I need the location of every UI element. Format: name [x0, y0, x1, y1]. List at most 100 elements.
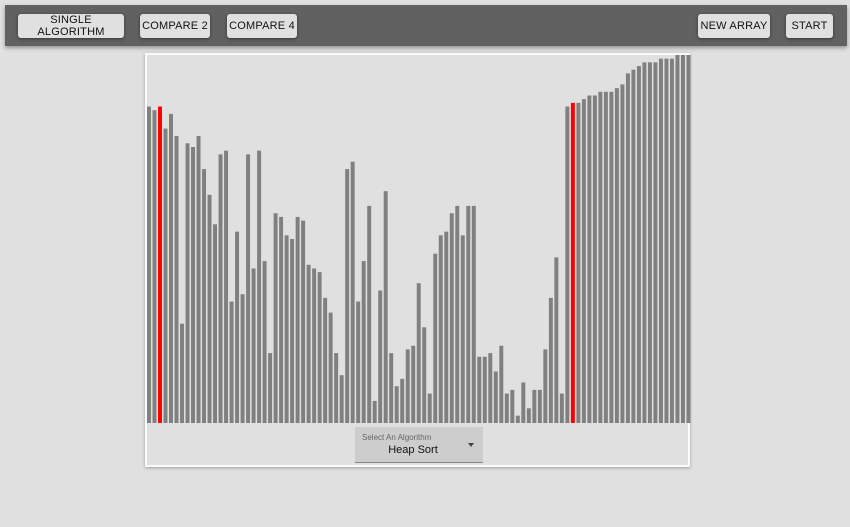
- array-bar: [631, 69, 636, 423]
- array-bar: [669, 58, 674, 424]
- array-bar: [279, 216, 284, 423]
- single-algorithm-button[interactable]: SINGLE ALGORITHM: [18, 14, 124, 38]
- array-bar: [163, 128, 168, 423]
- array-bar: [191, 147, 195, 423]
- array-bar: [559, 393, 564, 423]
- array-bar: [323, 297, 328, 423]
- array-bar: [246, 154, 251, 424]
- array-bar: [603, 91, 608, 424]
- array-bar: [587, 95, 592, 424]
- array-bar: [411, 345, 416, 423]
- array-bar: [675, 55, 680, 423]
- array-bar: [235, 231, 240, 423]
- array-bar: [504, 393, 509, 423]
- array-bar: [565, 106, 570, 423]
- array-bar: [427, 393, 432, 423]
- array-bar: [598, 91, 603, 424]
- algorithm-select-value: Heap Sort: [388, 444, 438, 456]
- array-bar: [180, 323, 184, 423]
- array-bar: [372, 400, 377, 423]
- array-bar: [460, 235, 465, 423]
- array-bar: [257, 150, 262, 423]
- array-bar: [367, 205, 372, 423]
- array-bar: [273, 213, 278, 423]
- array-bar: [295, 216, 300, 423]
- caret-down-icon[interactable]: [468, 443, 474, 447]
- array-bar: [488, 353, 493, 423]
- array-bar: [636, 66, 641, 423]
- array-bar: [405, 349, 410, 423]
- array-bar: [196, 135, 201, 423]
- array-bar: [152, 110, 157, 423]
- array-bar: [543, 349, 548, 423]
- start-button[interactable]: START: [786, 14, 833, 38]
- array-bar: [510, 389, 515, 423]
- array-bar: [218, 154, 223, 424]
- array-bar: [642, 62, 647, 424]
- array-bar: [625, 73, 630, 424]
- array-bar: [647, 62, 652, 424]
- algorithm-select[interactable]: Select An Algorithm Heap Sort: [355, 427, 483, 463]
- array-bar: [339, 375, 344, 423]
- array-bar: [433, 253, 438, 423]
- array-bar: [383, 191, 388, 423]
- array-bar: [207, 194, 212, 423]
- array-bar: [482, 356, 487, 423]
- array-bar: [680, 55, 685, 423]
- array-bar: [202, 169, 207, 423]
- array-bar: [317, 272, 322, 423]
- array-bar: [592, 95, 597, 424]
- array-bar: [686, 55, 691, 423]
- array-bar: [581, 99, 586, 423]
- algorithm-select-label: Select An Algorithm: [362, 433, 432, 442]
- array-bar: [449, 213, 454, 423]
- array-bar: [477, 356, 482, 423]
- array-bar: [394, 386, 399, 423]
- array-bar: [493, 371, 498, 423]
- visualizer-panel: Select An Algorithm Heap Sort: [145, 53, 692, 467]
- array-bar: [229, 301, 234, 423]
- array-bar: [185, 143, 190, 423]
- array-bar: [224, 150, 229, 423]
- array-bar: [554, 257, 559, 423]
- array-bar: [334, 353, 339, 423]
- array-bar-highlighted: [158, 106, 162, 423]
- compare-4-button[interactable]: COMPARE 4: [227, 14, 297, 38]
- array-bar: [361, 261, 366, 423]
- array-bar: [268, 353, 273, 423]
- array-bar: [658, 58, 663, 424]
- array-bar: [251, 268, 256, 423]
- bar-visualization: [147, 55, 692, 425]
- array-bar: [653, 62, 658, 424]
- new-array-button[interactable]: NEW ARRAY: [698, 14, 770, 38]
- array-bar: [515, 415, 520, 423]
- array-bar: [537, 389, 542, 423]
- array-bar: [416, 283, 421, 423]
- array-bar: [240, 294, 245, 423]
- array-bar: [169, 113, 173, 423]
- bars-chart: [147, 55, 691, 424]
- compare-2-button[interactable]: COMPARE 2: [140, 14, 210, 38]
- array-bar: [438, 235, 443, 423]
- array-bar: [174, 135, 179, 423]
- array-bar: [312, 268, 317, 423]
- array-bar: [306, 264, 311, 423]
- array-bar: [213, 224, 218, 423]
- array-bar: [284, 235, 289, 423]
- array-bar: [301, 220, 306, 423]
- array-bar: [532, 389, 537, 423]
- array-bar: [444, 231, 449, 423]
- array-bar-highlighted: [570, 102, 575, 423]
- array-bar: [620, 84, 625, 423]
- array-bar: [455, 205, 460, 423]
- array-bar: [548, 297, 553, 423]
- array-bar: [147, 106, 151, 423]
- array-bar: [499, 345, 504, 423]
- array-bar: [576, 102, 581, 423]
- array-bar: [262, 261, 267, 423]
- array-bar: [378, 290, 383, 423]
- array-bar: [466, 205, 471, 423]
- array-bar: [350, 161, 355, 423]
- array-bar: [609, 91, 614, 424]
- array-bar: [400, 378, 405, 423]
